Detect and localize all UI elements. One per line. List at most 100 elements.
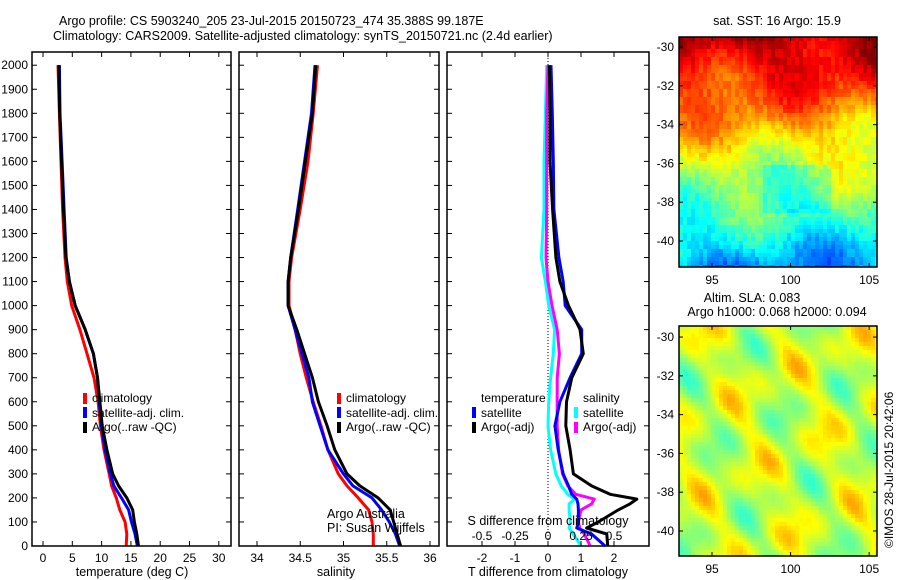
map-cell	[859, 45, 863, 49]
map-cell	[803, 89, 807, 93]
map-cell	[855, 41, 859, 45]
map-cell	[803, 205, 807, 209]
map-cell	[703, 241, 707, 245]
map-cell	[847, 185, 851, 189]
map-cell	[835, 221, 839, 225]
map-cell	[759, 510, 763, 514]
map-cell	[699, 141, 703, 145]
map-cell	[739, 474, 743, 478]
map-cell	[699, 426, 703, 430]
map-cell	[783, 350, 787, 354]
map-cell	[735, 422, 739, 426]
map-cell	[799, 474, 803, 478]
map-cell	[771, 486, 775, 490]
map-cell	[735, 374, 739, 378]
map-cell	[751, 253, 755, 257]
map-cell	[791, 217, 795, 221]
map-cell	[683, 45, 687, 49]
map-cell	[799, 378, 803, 382]
map-cell	[791, 101, 795, 105]
map-cell	[719, 133, 723, 137]
map-cell	[787, 257, 791, 261]
map-cell	[851, 165, 855, 169]
map-cell	[755, 121, 759, 125]
map-cell	[739, 209, 743, 213]
map-cell	[743, 225, 747, 229]
map-cell	[715, 209, 719, 213]
map-cell	[831, 97, 835, 101]
map-cell	[787, 109, 791, 113]
map-cell	[827, 213, 831, 217]
map-cell	[791, 213, 795, 217]
map-cell	[755, 129, 759, 133]
map-cell	[763, 177, 767, 181]
map-cell	[783, 221, 787, 225]
map-cell	[839, 85, 843, 89]
map-cell	[851, 261, 855, 265]
map-cell	[811, 41, 815, 45]
map-cell	[815, 41, 819, 45]
map-cell	[719, 93, 723, 97]
map-cell	[823, 133, 827, 137]
map-cell	[803, 386, 807, 390]
map-cell	[795, 498, 799, 502]
map-cell	[731, 157, 735, 161]
map-cell	[759, 330, 763, 334]
map-cell	[779, 502, 783, 506]
map-cell	[855, 45, 859, 49]
map-cell	[719, 249, 723, 253]
map-cell	[811, 233, 815, 237]
map-cell	[783, 486, 787, 490]
map-cell	[691, 257, 695, 261]
map-cell	[711, 129, 715, 133]
map-cell	[731, 101, 735, 105]
map-cell	[795, 458, 799, 462]
map-cell	[855, 205, 859, 209]
map-cell	[707, 482, 711, 486]
map-cell	[699, 253, 703, 257]
map-cell	[775, 133, 779, 137]
map-cell	[787, 145, 791, 149]
map-cell	[787, 518, 791, 522]
map-cell	[847, 213, 851, 217]
map-cell	[687, 229, 691, 233]
map-cell	[799, 173, 803, 177]
map-cell	[711, 173, 715, 177]
map-cell	[767, 358, 771, 362]
map-cell	[759, 137, 763, 141]
map-cell	[843, 201, 847, 205]
map-cell	[859, 41, 863, 45]
map-cell	[695, 257, 699, 261]
map-cell	[855, 241, 859, 245]
x-tick-label: 20	[154, 551, 168, 565]
map-cell	[787, 438, 791, 442]
map-cell	[679, 229, 683, 233]
map-cell	[867, 93, 871, 97]
map-cell	[683, 514, 687, 518]
map-cell	[767, 510, 771, 514]
map-cell	[855, 233, 859, 237]
map-cell	[687, 209, 691, 213]
map-cell	[755, 326, 759, 330]
map-cell	[739, 253, 743, 257]
map-cell	[731, 225, 735, 229]
map-cell	[699, 129, 703, 133]
map-cell	[747, 121, 751, 125]
map-cell	[867, 121, 871, 125]
map-cell	[719, 390, 723, 394]
map-cell	[699, 177, 703, 181]
map-cell	[767, 133, 771, 137]
map-cell	[735, 430, 739, 434]
map-cell	[867, 41, 871, 45]
map-cell	[763, 478, 767, 482]
map-cell	[867, 133, 871, 137]
map-cell	[767, 346, 771, 350]
map-cell	[687, 530, 691, 534]
map-cell	[771, 253, 775, 257]
map-cell	[791, 229, 795, 233]
map-cell	[727, 538, 731, 542]
map-cell	[743, 422, 747, 426]
map-cell	[739, 398, 743, 402]
map-cell	[691, 209, 695, 213]
